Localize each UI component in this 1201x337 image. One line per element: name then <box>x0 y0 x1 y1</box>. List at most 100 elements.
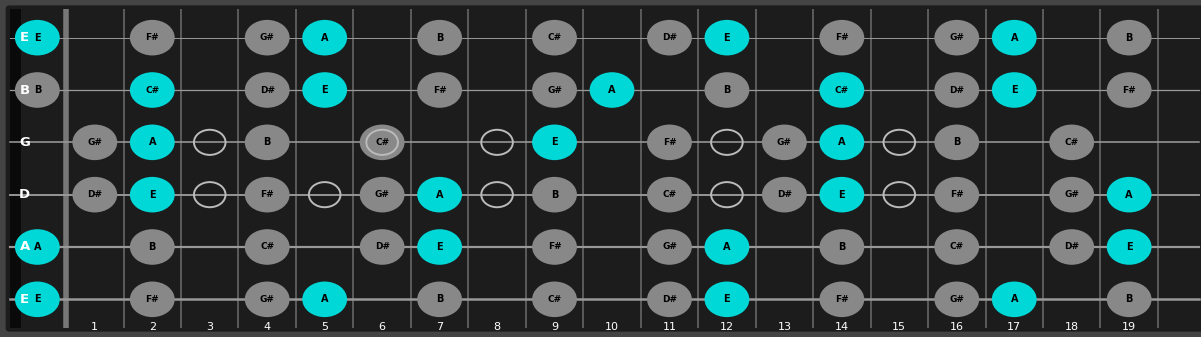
Ellipse shape <box>360 229 405 265</box>
Ellipse shape <box>647 281 692 317</box>
Ellipse shape <box>417 20 462 56</box>
Ellipse shape <box>417 281 462 317</box>
Bar <box>10 9 22 328</box>
Text: A: A <box>436 190 443 200</box>
Text: G: G <box>19 136 30 149</box>
Text: E: E <box>322 85 328 95</box>
Text: 8: 8 <box>494 321 501 332</box>
Ellipse shape <box>130 20 174 56</box>
Text: B: B <box>838 242 846 252</box>
Ellipse shape <box>130 125 174 160</box>
Text: B: B <box>723 85 730 95</box>
Text: C#: C# <box>548 33 562 42</box>
Text: D#: D# <box>777 190 791 199</box>
Text: 3: 3 <box>207 321 214 332</box>
Ellipse shape <box>532 281 576 317</box>
Ellipse shape <box>532 229 576 265</box>
Ellipse shape <box>705 20 749 56</box>
Text: C#: C# <box>1064 138 1078 147</box>
Text: B: B <box>149 242 156 252</box>
Ellipse shape <box>819 20 865 56</box>
Text: G#: G# <box>88 138 102 147</box>
Ellipse shape <box>819 281 865 317</box>
Text: G#: G# <box>548 86 562 94</box>
Text: F#: F# <box>261 190 274 199</box>
Text: G#: G# <box>777 138 791 147</box>
Text: A: A <box>1010 294 1018 304</box>
Ellipse shape <box>532 125 576 160</box>
Ellipse shape <box>1107 177 1152 212</box>
Text: C#: C# <box>548 295 562 304</box>
Text: F#: F# <box>835 295 849 304</box>
Ellipse shape <box>130 281 174 317</box>
Ellipse shape <box>934 72 979 108</box>
Ellipse shape <box>417 229 462 265</box>
Text: C#: C# <box>950 243 964 251</box>
Text: D#: D# <box>375 243 389 251</box>
Ellipse shape <box>590 72 634 108</box>
Text: D: D <box>19 188 30 201</box>
Ellipse shape <box>417 177 462 212</box>
Text: G#: G# <box>375 190 389 199</box>
Text: A: A <box>149 137 156 147</box>
Text: E: E <box>1011 85 1017 95</box>
Ellipse shape <box>532 72 576 108</box>
Ellipse shape <box>647 177 692 212</box>
Text: 14: 14 <box>835 321 849 332</box>
Text: D#: D# <box>662 295 677 304</box>
Text: B: B <box>1125 294 1133 304</box>
Ellipse shape <box>761 125 807 160</box>
Ellipse shape <box>245 72 289 108</box>
Ellipse shape <box>130 177 174 212</box>
Ellipse shape <box>303 72 347 108</box>
Text: F#: F# <box>145 295 159 304</box>
Text: A: A <box>1125 190 1133 200</box>
Ellipse shape <box>992 281 1036 317</box>
Ellipse shape <box>14 72 60 108</box>
Text: E: E <box>551 137 557 147</box>
Text: D#: D# <box>1064 243 1080 251</box>
Text: 16: 16 <box>950 321 963 332</box>
Text: A: A <box>723 242 730 252</box>
Ellipse shape <box>934 125 979 160</box>
Text: F#: F# <box>663 138 676 147</box>
Text: E: E <box>724 33 730 43</box>
Ellipse shape <box>705 229 749 265</box>
Text: G#: G# <box>949 295 964 304</box>
Ellipse shape <box>647 229 692 265</box>
Ellipse shape <box>360 177 405 212</box>
Text: F#: F# <box>432 86 447 94</box>
Text: A: A <box>19 241 30 253</box>
Ellipse shape <box>245 177 289 212</box>
Text: F#: F# <box>835 33 849 42</box>
Text: 11: 11 <box>663 321 676 332</box>
Text: B: B <box>551 190 558 200</box>
Ellipse shape <box>761 177 807 212</box>
Ellipse shape <box>819 229 865 265</box>
Text: 12: 12 <box>719 321 734 332</box>
Ellipse shape <box>72 177 118 212</box>
Text: G#: G# <box>259 33 275 42</box>
Ellipse shape <box>1107 281 1152 317</box>
Text: F#: F# <box>950 190 963 199</box>
Ellipse shape <box>819 72 865 108</box>
Text: G#: G# <box>662 243 677 251</box>
Ellipse shape <box>245 281 289 317</box>
Text: D#: D# <box>949 86 964 94</box>
Text: A: A <box>1010 33 1018 43</box>
Text: B: B <box>954 137 961 147</box>
Text: 2: 2 <box>149 321 156 332</box>
Ellipse shape <box>1050 229 1094 265</box>
Text: G#: G# <box>259 295 275 304</box>
Text: 5: 5 <box>321 321 328 332</box>
Text: E: E <box>34 33 41 43</box>
Text: E: E <box>838 190 846 200</box>
Ellipse shape <box>647 20 692 56</box>
Text: C#: C# <box>663 190 676 199</box>
Ellipse shape <box>532 177 576 212</box>
Text: 9: 9 <box>551 321 558 332</box>
Text: E: E <box>724 294 730 304</box>
Text: E: E <box>20 293 29 306</box>
Text: B: B <box>436 33 443 43</box>
Ellipse shape <box>14 20 60 56</box>
